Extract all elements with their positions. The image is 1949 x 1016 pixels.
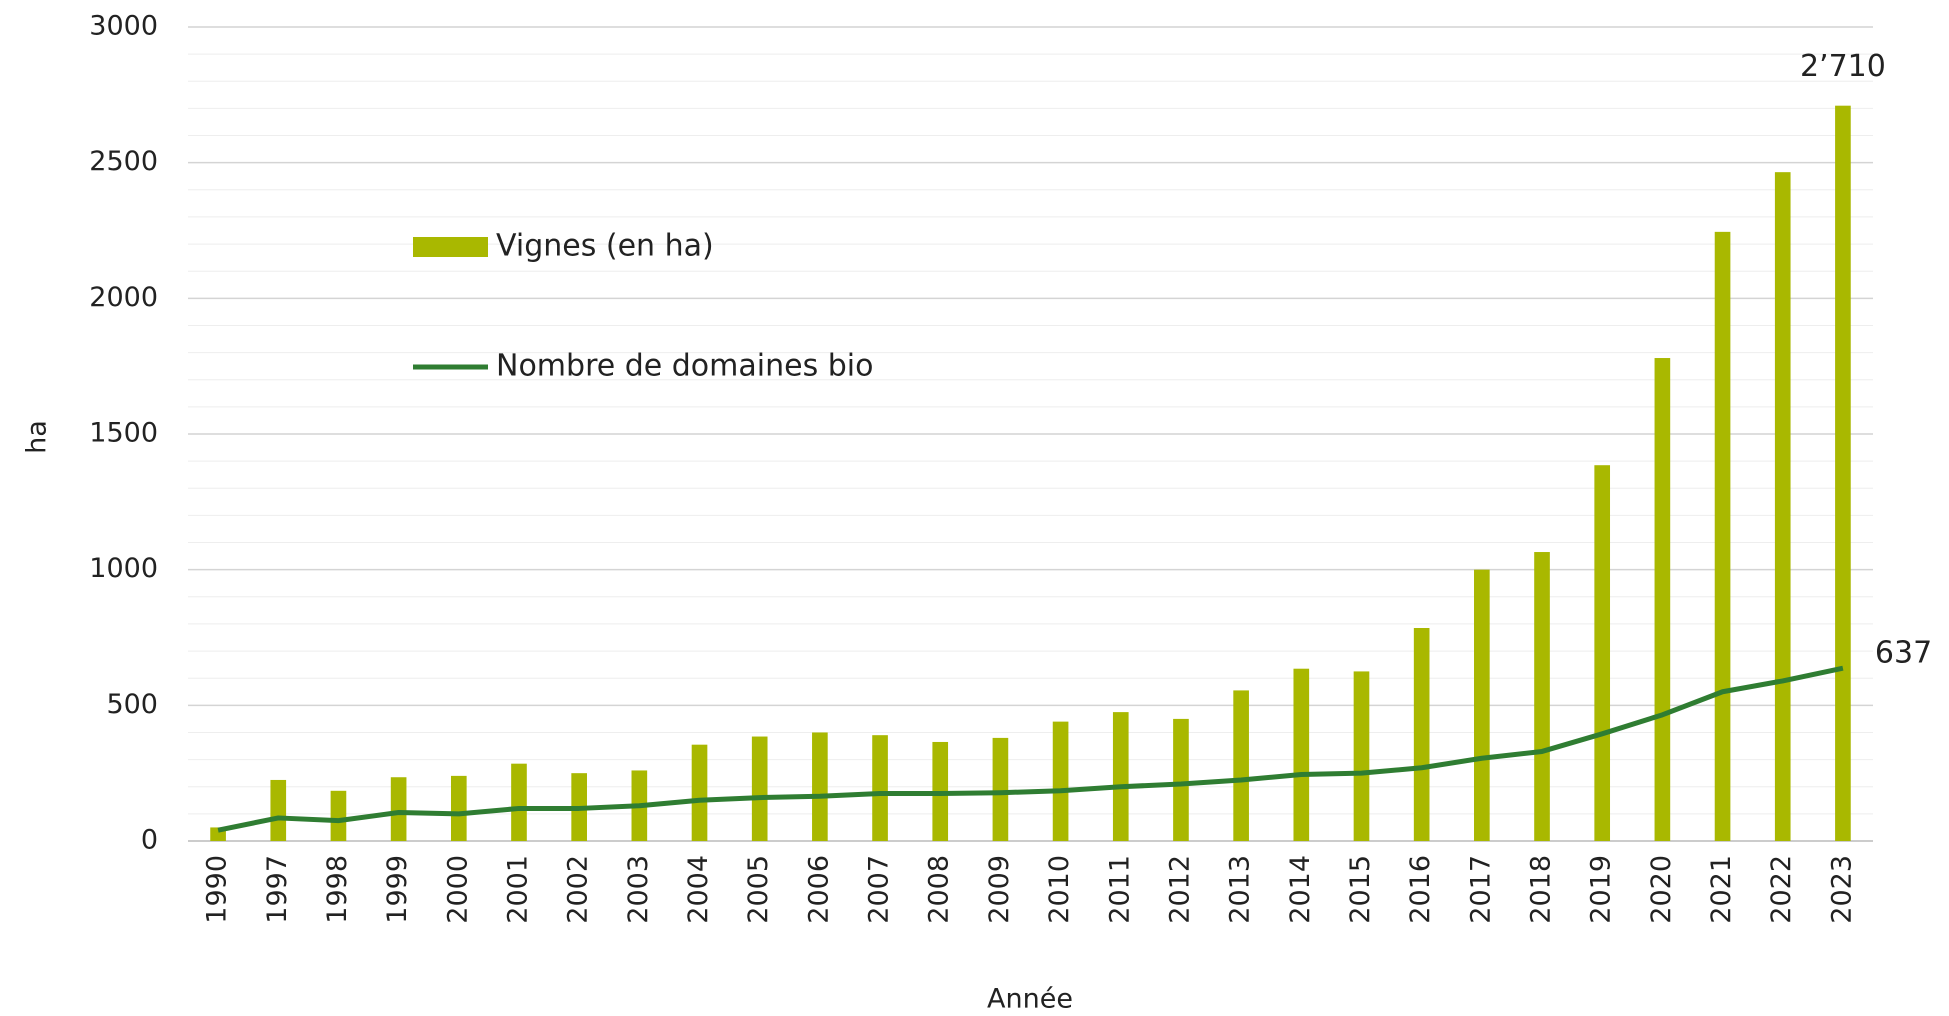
- bar: [1353, 671, 1370, 841]
- x-tick-label: 2006: [803, 855, 834, 924]
- bar: [1714, 231, 1731, 841]
- bar: [751, 736, 768, 841]
- x-tick-label: 2004: [683, 855, 714, 924]
- y-tick-label: 2500: [89, 146, 158, 177]
- bar: [1474, 569, 1490, 841]
- x-tick-label: 2009: [984, 855, 1015, 924]
- x-tick-label: 2012: [1164, 855, 1195, 924]
- x-tick-label: 2007: [864, 855, 895, 924]
- x-tick-label: 2018: [1526, 855, 1557, 924]
- bar: [872, 735, 888, 841]
- x-tick-label: 1999: [382, 855, 413, 924]
- bar: [1233, 690, 1249, 841]
- bar: [1173, 718, 1189, 841]
- bar: [1534, 552, 1550, 841]
- line: [217, 665, 1844, 833]
- bar: [330, 790, 347, 841]
- bar: [1112, 712, 1129, 841]
- bar: [450, 775, 467, 841]
- y-tick-label: 3000: [89, 11, 158, 42]
- bar: [812, 732, 828, 841]
- x-tick-label: 2001: [502, 855, 533, 924]
- x-tick-label: 2019: [1586, 855, 1617, 924]
- x-tick-label: 2022: [1766, 855, 1797, 924]
- y-axis-label: ha: [22, 420, 53, 454]
- bar: [390, 777, 407, 841]
- x-tick-label: 2008: [924, 855, 955, 924]
- x-tick-label: 2011: [1104, 855, 1135, 924]
- y-tick-label: 500: [106, 689, 158, 720]
- data-label: 2’710: [1800, 49, 1886, 84]
- bar: [1052, 721, 1069, 841]
- x-tick-label: 2013: [1225, 855, 1256, 924]
- x-tick-label: 1997: [262, 855, 293, 924]
- bar: [511, 763, 527, 841]
- data-label: 637: [1875, 636, 1932, 671]
- bar: [992, 737, 1009, 841]
- bar: [1835, 105, 1851, 842]
- y-tick-label: 1000: [89, 553, 158, 584]
- x-tick-label: 2023: [1826, 855, 1857, 924]
- bar: [1654, 358, 1671, 841]
- bar: [1413, 628, 1430, 841]
- legend-label: Nombre de domaines bio: [496, 349, 873, 384]
- y-tick-label: 2000: [89, 282, 158, 313]
- x-tick-label: 2014: [1285, 855, 1316, 924]
- x-tick-label: 2020: [1646, 855, 1677, 924]
- x-tick-label: 2003: [623, 855, 654, 924]
- x-tick-label: 2017: [1465, 855, 1496, 924]
- bar: [691, 744, 708, 841]
- legend-swatch: [413, 237, 488, 257]
- x-tick-label: 2021: [1706, 855, 1737, 924]
- x-tick-label: 2010: [1044, 855, 1075, 924]
- bar: [1293, 668, 1310, 841]
- bar: [270, 779, 287, 841]
- x-tick-label: 2002: [563, 855, 594, 924]
- y-tick-label: 1500: [89, 418, 158, 449]
- y-tick-label: 0: [141, 825, 158, 856]
- bar: [1774, 172, 1791, 841]
- x-tick-label: 2015: [1345, 855, 1376, 924]
- x-tick-label: 2016: [1405, 855, 1436, 924]
- x-tick-label: 2000: [442, 855, 473, 924]
- x-tick-label: 1998: [322, 855, 353, 924]
- x-axis-label: Année: [987, 984, 1073, 1015]
- x-tick-label: 2005: [743, 855, 774, 924]
- bar: [1594, 465, 1611, 841]
- x-tick-label: 1990: [202, 855, 233, 924]
- legend-label: Vignes (en ha): [496, 229, 714, 264]
